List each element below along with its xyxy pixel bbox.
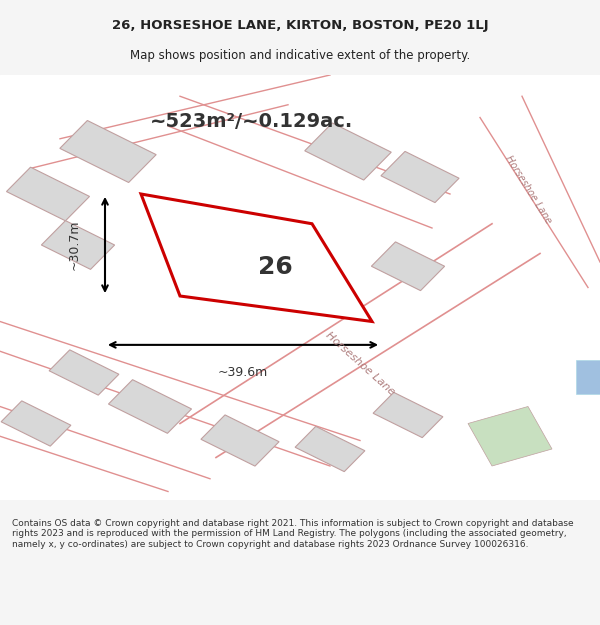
Text: ~523m²/~0.129ac.: ~523m²/~0.129ac.: [151, 112, 353, 131]
Polygon shape: [41, 221, 115, 269]
Polygon shape: [7, 168, 89, 221]
Polygon shape: [381, 151, 459, 202]
Text: 26: 26: [258, 255, 293, 279]
Text: 26, HORSESHOE LANE, KIRTON, BOSTON, PE20 1LJ: 26, HORSESHOE LANE, KIRTON, BOSTON, PE20…: [112, 19, 488, 32]
Polygon shape: [49, 350, 119, 395]
Text: Map shows position and indicative extent of the property.: Map shows position and indicative extent…: [130, 49, 470, 62]
Bar: [576, 360, 600, 394]
Polygon shape: [141, 194, 372, 321]
Polygon shape: [295, 426, 365, 472]
Polygon shape: [109, 380, 191, 433]
Polygon shape: [60, 121, 156, 182]
Text: Horseshoe Lane: Horseshoe Lane: [323, 331, 397, 398]
Polygon shape: [371, 242, 445, 291]
Polygon shape: [201, 415, 279, 466]
Polygon shape: [373, 392, 443, 438]
Text: Horseshoe Lane: Horseshoe Lane: [503, 154, 553, 226]
Polygon shape: [305, 123, 391, 180]
Text: ~39.6m: ~39.6m: [218, 366, 268, 379]
Text: ~30.7m: ~30.7m: [68, 220, 81, 270]
Text: Contains OS data © Crown copyright and database right 2021. This information is : Contains OS data © Crown copyright and d…: [12, 519, 574, 549]
Polygon shape: [1, 401, 71, 446]
Polygon shape: [468, 406, 552, 466]
